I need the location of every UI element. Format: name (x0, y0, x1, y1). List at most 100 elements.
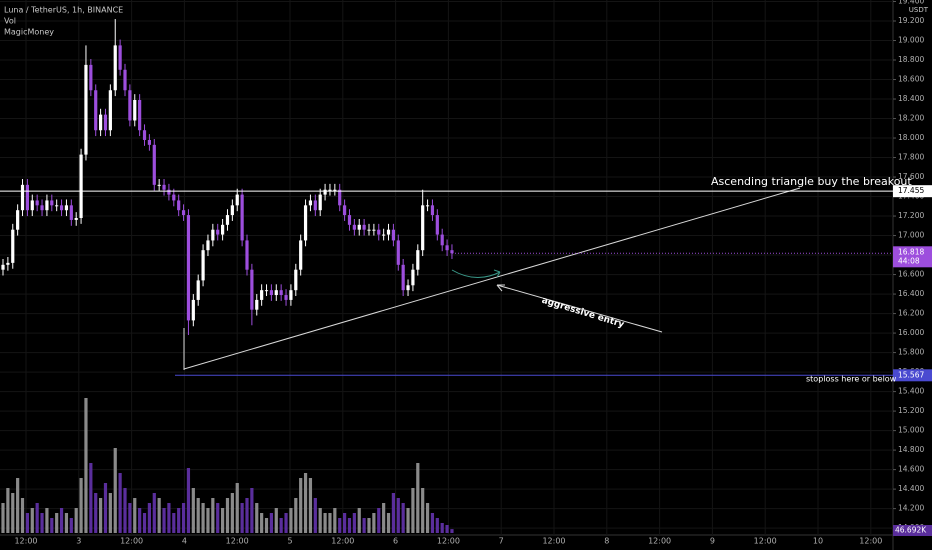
y-tick-label: 14.400 (898, 484, 924, 493)
volume-bar (191, 488, 195, 533)
volume-bar (255, 503, 259, 533)
volume-bar (245, 498, 249, 533)
volume-bar (308, 478, 313, 533)
candle-body (255, 299, 259, 310)
volume-bar (16, 478, 20, 533)
volume-bar (79, 478, 83, 533)
candle-body (128, 90, 132, 121)
y-tick-label: 19.400 (898, 0, 924, 6)
candle-body (382, 234, 386, 236)
y-tick-label: 19.200 (898, 16, 924, 25)
candle-body (118, 45, 122, 70)
volume-bar (250, 488, 254, 533)
volume-bar (11, 493, 15, 533)
candle-body (40, 205, 44, 211)
candle-body (235, 194, 239, 206)
candle-body (240, 194, 244, 241)
last-price-label: 16.818 (898, 247, 924, 256)
candle-body (133, 99, 137, 121)
candle-body (20, 184, 25, 211)
trendline (183, 187, 801, 370)
volume-bar (411, 488, 415, 533)
candle-body (425, 205, 430, 207)
y-tick-label: 19.000 (898, 36, 924, 45)
volume-bar (40, 513, 44, 533)
candle-body (308, 200, 313, 206)
x-tick-label: 3 (76, 537, 81, 546)
volume-bar (216, 503, 220, 533)
x-tick-label: 12:00 (14, 537, 37, 546)
candle-body (357, 224, 361, 230)
volume-bar (284, 513, 288, 533)
candle-body (162, 184, 166, 190)
volume-bar (69, 518, 73, 533)
volume-bar (167, 503, 171, 533)
candle-body (323, 189, 327, 195)
candle-body (440, 234, 444, 246)
y-tick-label: 16.400 (898, 289, 924, 298)
volume-bar (20, 498, 25, 533)
candle-body (269, 290, 273, 296)
volume-bar (362, 518, 366, 533)
volume-bar (55, 513, 59, 533)
candle-body (328, 189, 332, 191)
volume-bar (338, 518, 342, 533)
candle-body (338, 189, 342, 206)
volume-bar (416, 463, 420, 533)
candle-body (445, 245, 449, 251)
volume-bar (181, 503, 186, 533)
volume-bar (235, 483, 239, 533)
price-label: 15.567 (898, 370, 924, 379)
candle-body (172, 194, 176, 201)
candle-body (230, 205, 234, 216)
arrow-line (496, 284, 663, 333)
y-tick-label: 15.800 (898, 348, 924, 357)
candle-body (313, 200, 317, 211)
candle-body (401, 264, 405, 291)
volume-bar (84, 398, 88, 533)
volume-bar (343, 513, 347, 533)
candle-body (167, 189, 171, 195)
volume-bar (221, 508, 225, 533)
candle-body (347, 215, 352, 225)
countdown: 44:08 (898, 256, 920, 265)
volume-bar (25, 513, 29, 533)
candle-body (274, 290, 278, 296)
candle-body (416, 250, 420, 270)
volume-bar (318, 508, 322, 533)
volume-bar (59, 508, 64, 533)
y-tick-label: 16.000 (898, 328, 924, 337)
candle-body (142, 130, 147, 140)
candle-body (372, 229, 376, 231)
volume-bar (142, 513, 147, 533)
candle-body (377, 229, 381, 235)
volume-bar (1, 503, 5, 533)
volume-bar (177, 508, 181, 533)
candle-body (177, 200, 181, 211)
y-tick-label: 18.000 (898, 133, 924, 142)
volume-bar (30, 508, 34, 533)
indicator: MagicMoney (4, 28, 54, 37)
y-tick-label: 14.600 (898, 465, 924, 474)
candle-body (211, 229, 215, 241)
volume-bar (196, 498, 200, 533)
volume-bar (440, 523, 444, 533)
volume-bar (113, 448, 117, 533)
volume-bar (74, 508, 78, 533)
volume-bar (108, 493, 112, 533)
x-tick-label: 4 (182, 537, 187, 546)
candle-body (157, 184, 161, 186)
candle-body (50, 200, 54, 206)
candle-body (245, 240, 249, 270)
y-tick-label: 15.000 (898, 426, 924, 435)
candle-body (191, 299, 195, 321)
volume-bar (89, 463, 93, 533)
volume-bar (386, 513, 391, 533)
y-tick-label: 17.200 (898, 211, 924, 220)
volume-bar (303, 473, 308, 533)
volume-bar (382, 503, 386, 533)
y-tick-label: 18.400 (898, 94, 924, 103)
y-tick-label: 17.600 (898, 172, 924, 181)
